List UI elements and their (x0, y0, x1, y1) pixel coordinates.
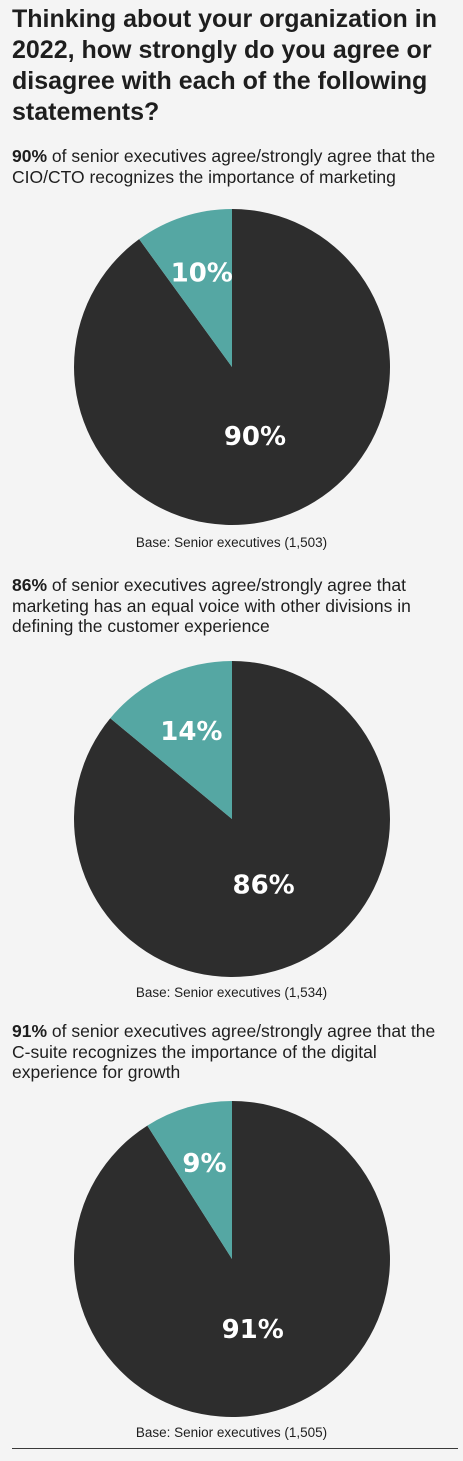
pie-slice-other (147, 1101, 232, 1259)
chart-title: Thinking about your organization in 2022… (12, 5, 437, 126)
base-note: Base: Senior executives (1,534) (135, 985, 328, 1000)
base-note: Base: Senior executives (1,505) (135, 1425, 328, 1440)
statement-text: 86% of senior executives agree/strongly … (12, 575, 457, 637)
pie-chart-1: 90% 10% (73, 209, 390, 525)
slice-label-other: 10% (171, 258, 233, 288)
statement-text: 90% of senior executives agree/strongly … (12, 146, 457, 187)
bottom-divider (12, 1448, 458, 1449)
slice-label-agree: 91% (222, 1315, 284, 1345)
statement-percentage: 90% (12, 146, 48, 166)
pie-slice-agree (73, 209, 390, 525)
base-note: Base: Senior executives (1,503) (135, 535, 328, 550)
pie-chart-2: 86% 14% (73, 661, 390, 977)
pie-slice-other (110, 661, 232, 819)
pie-slice-agree (73, 1101, 390, 1417)
pie-slice-other (139, 209, 232, 367)
statement-body: of senior executives agree/strongly agre… (12, 1021, 436, 1082)
statement-text: 91% of senior executives agree/strongly … (12, 1021, 457, 1083)
statement-percentage: 86% (12, 575, 48, 595)
slice-label-agree: 90% (224, 422, 286, 452)
slice-label-agree: 86% (233, 871, 295, 901)
slice-label-other: 9% (182, 1149, 226, 1179)
slice-label-other: 14% (160, 717, 222, 747)
statement-body: of senior executives agree/strongly agre… (12, 575, 411, 636)
statement-body: of senior executives agree/strongly agre… (12, 146, 436, 187)
pie-chart-3: 91% 9% (73, 1101, 390, 1417)
statement-percentage: 91% (12, 1021, 48, 1041)
